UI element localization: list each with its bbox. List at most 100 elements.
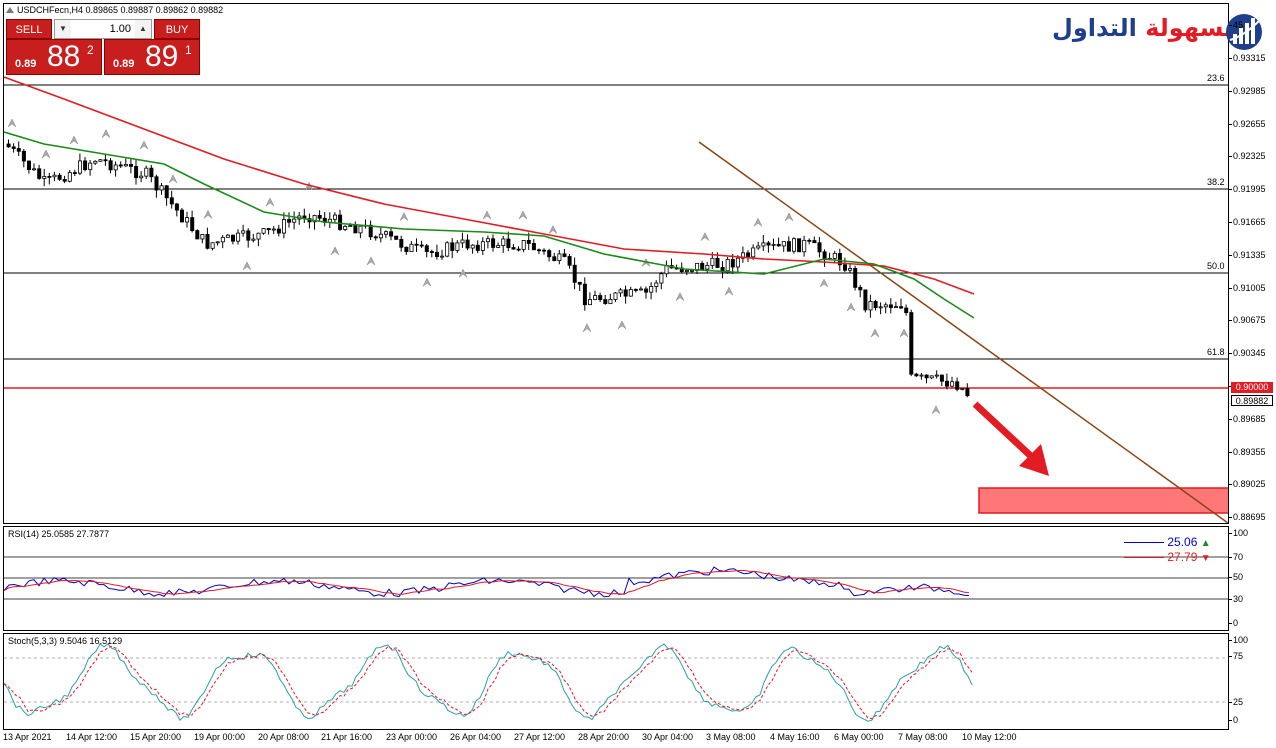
fractal-marker [242, 261, 252, 271]
candle-body [332, 214, 337, 220]
candle-body [929, 375, 934, 379]
candle-body [501, 238, 506, 246]
up-arrow-icon: ▲ [1200, 538, 1211, 549]
candle-body [776, 243, 781, 247]
stoch-axis-label: 25 [1228, 697, 1244, 707]
candle-body [904, 307, 909, 313]
time-axis-label: 6 May 00:00 [834, 732, 884, 742]
candle-body [287, 219, 292, 223]
buy-price-button[interactable]: 0.89 89 1 [104, 39, 200, 75]
time-axis[interactable]: 13 Apr 2021 14 Apr 12:00 15 Apr 20:00 19 Ap… [3, 730, 1229, 748]
candle-body [633, 289, 638, 291]
candle-body [475, 244, 480, 251]
stochastic-axis: 100 75 25 0 [1228, 633, 1276, 730]
time-axis-label: 21 Apr 16:00 [321, 732, 373, 742]
fibo-level-label: 23.6 [1207, 73, 1225, 83]
candle-body [93, 160, 98, 164]
candle-body [230, 234, 235, 242]
price-tick-label: 0.93315 [1229, 53, 1266, 63]
candle-body [338, 214, 343, 230]
candle-body [934, 374, 939, 377]
candle-body [139, 175, 144, 179]
candle-body [868, 301, 873, 311]
rsi-legend-signal: 27.79 ▼ [1124, 550, 1211, 564]
candle-body [909, 312, 914, 375]
candle-body [603, 299, 608, 305]
candle-body [781, 241, 786, 247]
time-axis-label: 20 Apr 08:00 [258, 732, 310, 742]
candle-body [623, 289, 628, 297]
candle-body [6, 143, 11, 148]
candle-body [399, 238, 404, 248]
candle-body [210, 242, 215, 249]
price-axis[interactable]: 45 0.93315 0.92985 0.92655 0.92325 0.91995 0.9… [1228, 3, 1276, 524]
candle-body [383, 231, 388, 235]
candle-body [526, 240, 531, 244]
rsi-signal-line [3, 569, 970, 595]
fractal-marker [617, 320, 627, 330]
fractal-marker [458, 268, 468, 278]
candle-body [521, 240, 526, 250]
candle-body [639, 288, 644, 291]
bearish-arrow [972, 401, 1037, 462]
candle-body [271, 228, 276, 231]
rsi-title: RSI(14) 25.0585 27.7877 [8, 529, 110, 539]
candle-body [730, 259, 735, 268]
fractal-marker [203, 209, 213, 219]
buy-button[interactable]: BUY [154, 19, 200, 39]
stochastic-pane[interactable]: Stoch(5,3,3) 9.5046 16.5129 [3, 633, 1229, 730]
candle-body [389, 231, 394, 237]
lot-decrease-icon[interactable]: ▼ [59, 24, 67, 33]
sell-button[interactable]: SELL [6, 19, 52, 39]
candle-body [276, 228, 281, 234]
symbol-title: USDCHFecn,H4 0.89865 0.89887 0.89862 0.8… [6, 5, 223, 15]
candle-body [746, 252, 751, 258]
candle-body [88, 162, 93, 171]
rsi-axis-label: 0 [1228, 618, 1239, 628]
candle-body [353, 225, 358, 234]
candle-body [894, 306, 899, 309]
candle-body [557, 253, 562, 262]
candle-body [98, 159, 103, 162]
candle-body [945, 380, 950, 387]
chart-menu-icon[interactable] [6, 7, 14, 13]
candle-body [67, 172, 72, 182]
candle-body [78, 160, 83, 174]
candle-body [373, 236, 378, 239]
candle-body [11, 146, 16, 149]
lot-size-input[interactable]: 1.00 [71, 20, 135, 38]
rsi-axis-label: 50 [1228, 572, 1244, 582]
rsi-pane[interactable]: RSI(14) 25.0585 27.7877 25.06 ▲ 27.79 ▼ [3, 526, 1229, 631]
fibo-level-label: 38.2 [1207, 177, 1225, 187]
candle-body [404, 246, 409, 253]
time-axis-label: 14 Apr 12:00 [66, 732, 118, 742]
fractal-marker [265, 197, 275, 207]
target-zone [978, 487, 1230, 514]
candle-body [582, 283, 587, 306]
brand-logo: بسهولة التداول [1052, 10, 1266, 54]
candle-body [873, 301, 878, 309]
candle-body [863, 289, 868, 311]
candle-body [848, 268, 853, 271]
candle-body [628, 289, 633, 297]
lot-size-field[interactable]: ▼ 1.00 ▲ [54, 19, 152, 39]
candle-body [266, 228, 271, 231]
lot-increase-icon[interactable]: ▲ [139, 24, 147, 33]
candle-body [185, 217, 190, 223]
candle-body [169, 197, 174, 205]
candle-body [572, 264, 577, 283]
one-click-trade-panel: SELL ▼ 1.00 ▲ BUY 0.89 88 2 0.89 89 1 [6, 19, 200, 75]
candle-body [343, 225, 348, 230]
price-chart-pane[interactable]: 23.6 38.2 50.0 61.8 [3, 3, 1230, 524]
candle-body [888, 304, 893, 308]
price-chart-canvas[interactable]: 23.6 38.2 50.0 61.8 [3, 4, 1230, 524]
price-tick-label: 0.90345 [1229, 348, 1266, 359]
fractal-marker [482, 210, 492, 220]
sell-price-prefix: 0.89 [15, 58, 37, 70]
sell-price-button[interactable]: 0.89 88 2 [6, 39, 102, 75]
candle-body [491, 238, 496, 248]
candle-body [914, 373, 919, 377]
candle-body [644, 288, 649, 293]
candle-body [164, 185, 169, 199]
price-tick-label: 0.91335 [1229, 249, 1266, 260]
